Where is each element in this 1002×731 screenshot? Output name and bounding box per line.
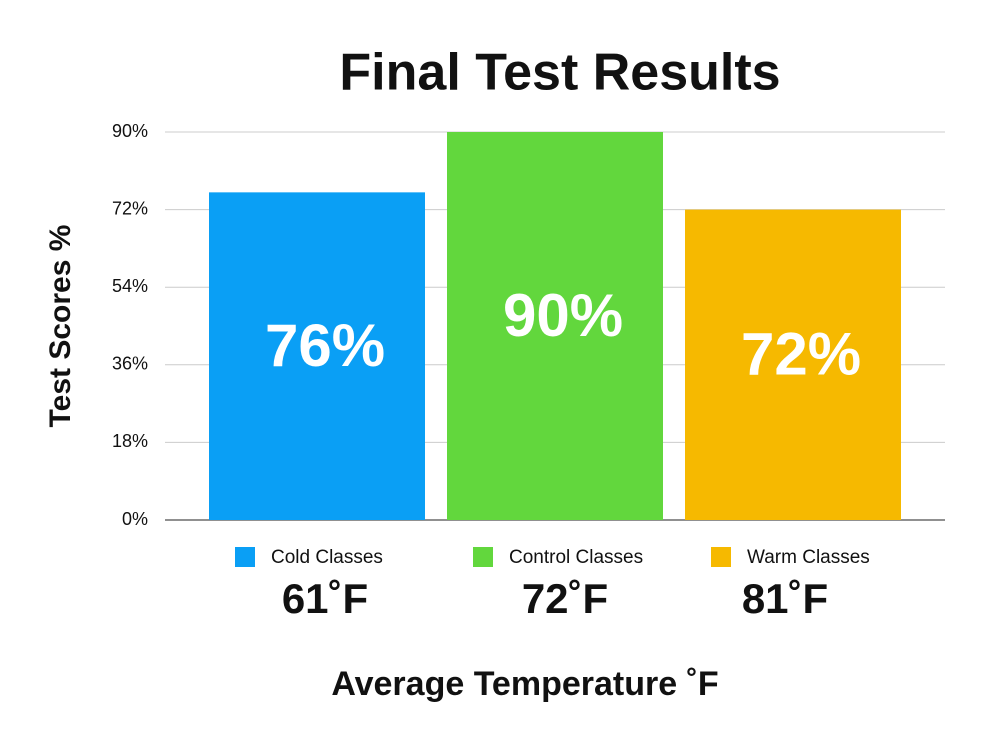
y-tick-label: 90%: [112, 121, 148, 141]
x-tick-label: 72˚F: [522, 575, 608, 622]
chart-title: Final Test Results: [339, 44, 780, 102]
legend-swatch: [235, 547, 255, 567]
value-label: 90%: [503, 282, 623, 349]
legend-label: Warm Classes: [747, 547, 870, 568]
y-tick-label: 0%: [122, 509, 148, 529]
y-tick-label: 18%: [112, 431, 148, 451]
legend-swatch: [711, 547, 731, 567]
x-tick-label: 61˚F: [282, 575, 368, 622]
bar: [447, 132, 663, 520]
y-axis-label: Test Scores %: [44, 225, 77, 428]
value-label: 76%: [265, 312, 385, 379]
y-tick-label: 54%: [112, 276, 148, 296]
bar: [209, 192, 425, 520]
legend-label: Control Classes: [509, 547, 643, 568]
legend-swatch: [473, 547, 493, 567]
legend-label: Cold Classes: [271, 547, 383, 568]
x-tick-label: 81˚F: [742, 575, 828, 622]
x-axis-label: Average Temperature ˚F: [331, 665, 718, 703]
y-tick-label: 36%: [112, 354, 148, 374]
value-label: 72%: [741, 321, 861, 388]
bar: [685, 209, 901, 520]
y-tick-label: 72%: [112, 198, 148, 218]
